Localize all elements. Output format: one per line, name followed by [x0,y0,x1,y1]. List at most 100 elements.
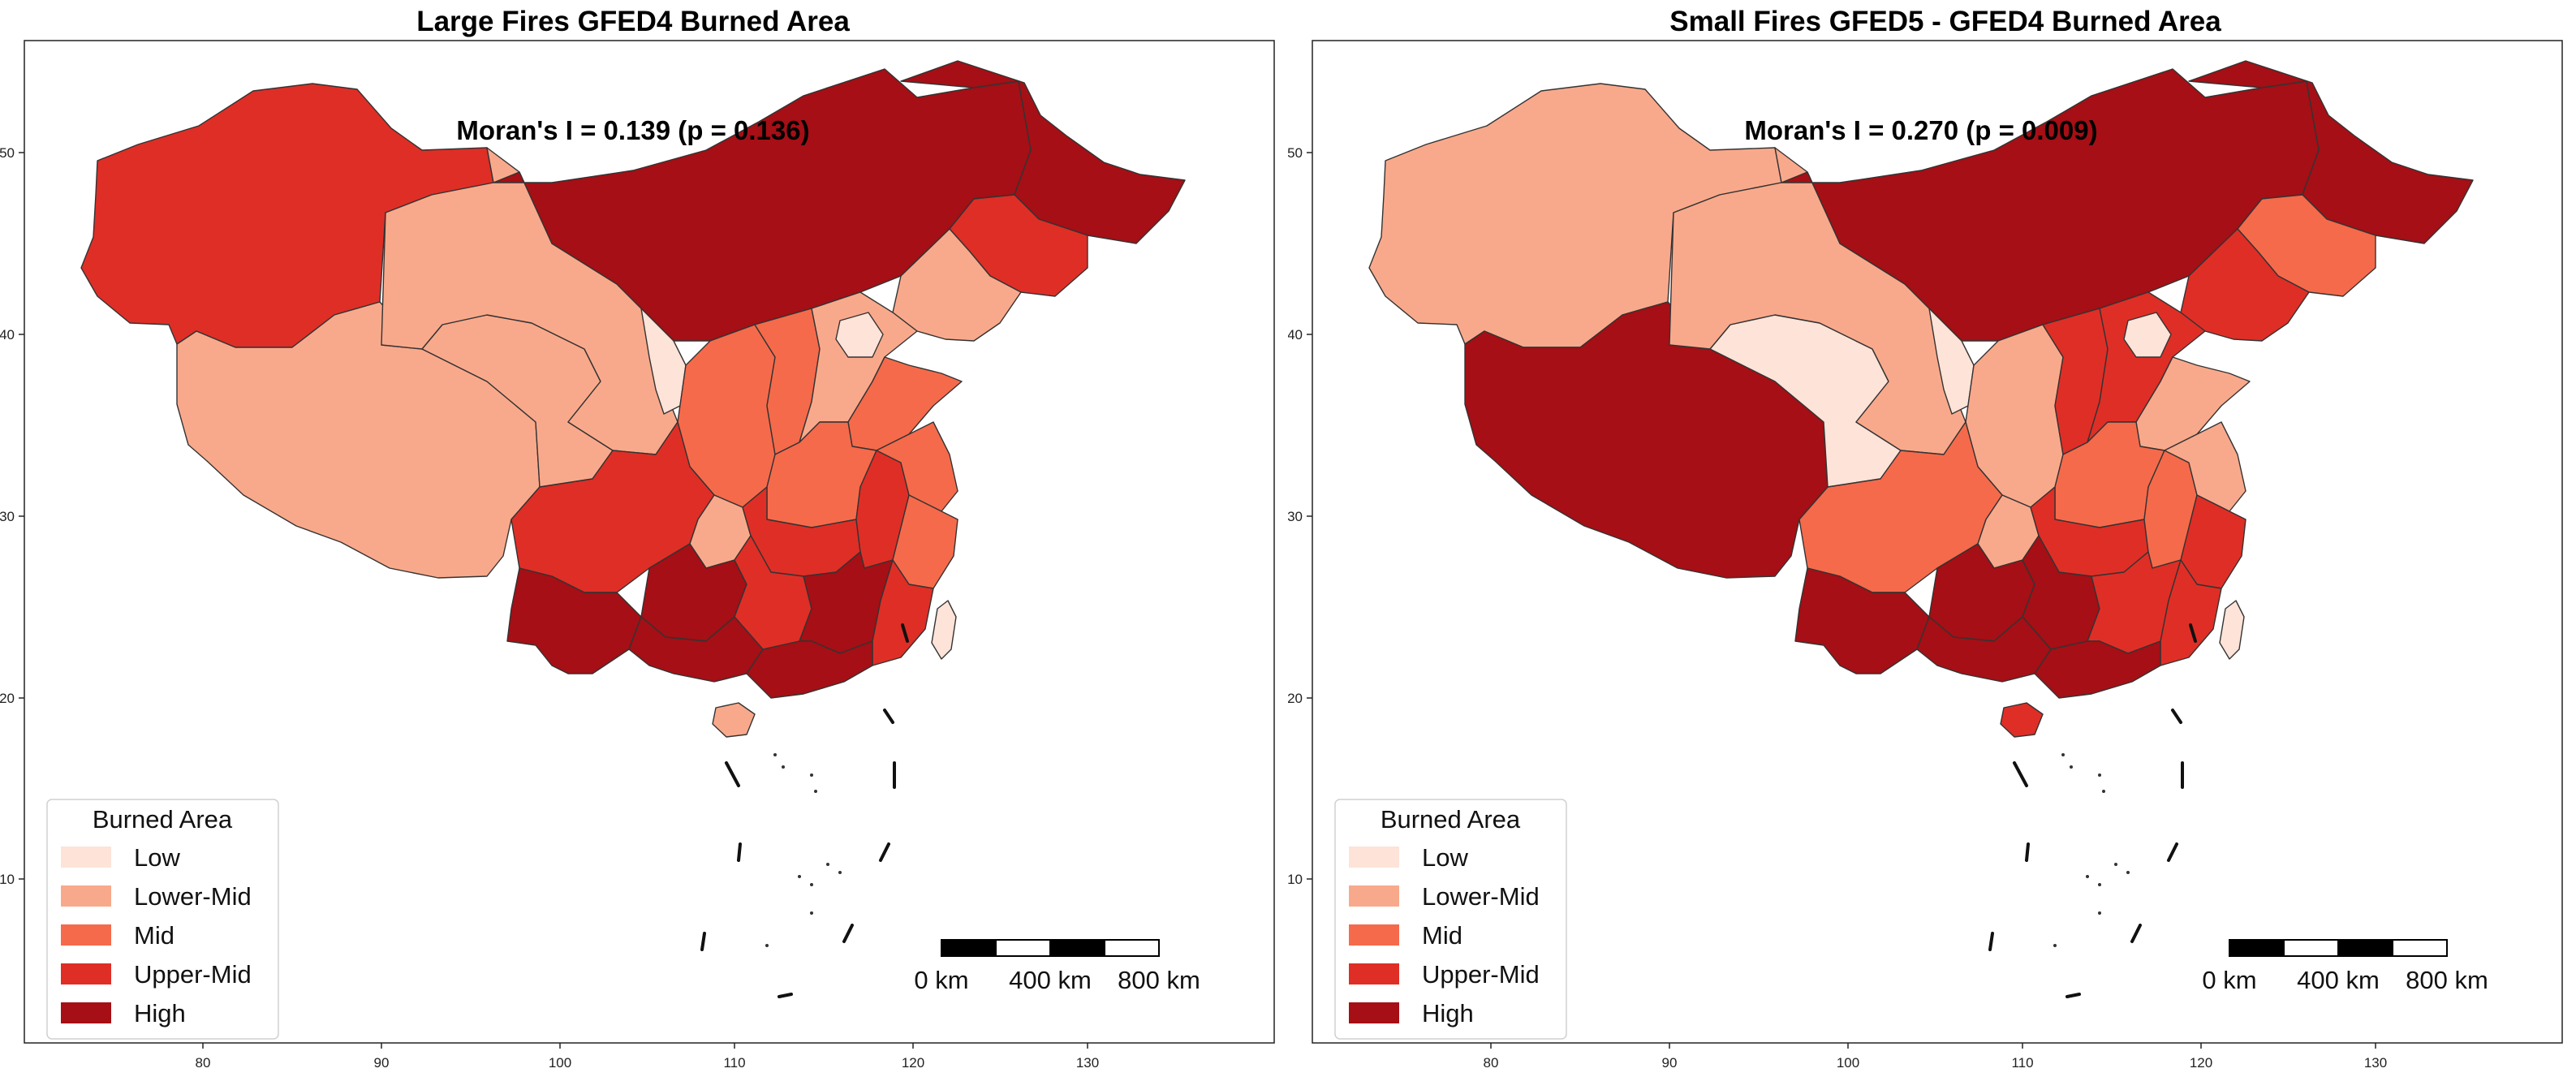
province-guangdong [746,640,873,699]
legend-swatch-upper-mid [1349,963,1399,984]
island-dot [798,875,801,878]
nine-dash-segment [2130,924,2142,943]
legend: Burned Area Low Lower-Mid Mid Upper-Mid High [1334,799,1567,1040]
y-tick-label: 50 [1288,145,1303,161]
x-tick-label: 80 [1484,1055,1499,1071]
nine-dash-segment [725,761,740,787]
legend-swatch-lower-mid [1349,885,1399,907]
y-tick-label: 50 [0,145,15,161]
province-yunnan [506,567,642,674]
nine-dash-segment [901,623,909,643]
scale-label: 800 km [1118,966,1200,994]
x-tick-label: 110 [723,1055,745,1071]
province-hainan [2000,702,2044,738]
scale-segment [2283,939,2339,957]
scale-label: 0 km [914,966,968,994]
province-taiwan [931,600,957,660]
nine-dash-segment [2066,993,2081,998]
x-tick-label: 100 [549,1055,571,1071]
plot-frame [24,40,1275,1044]
y-axis-ticks: 50 40 30 20 10 [1288,145,1312,887]
island-dot [2053,944,2057,947]
scale-segment [2337,939,2393,957]
island-dot [826,863,829,866]
scale-segment [2392,939,2448,957]
y-tick-label: 40 [1288,327,1303,343]
island-dot [2070,765,2073,769]
scale-bar: 0 km 400 km 800 km [2202,939,2488,994]
island-dot [2102,790,2105,793]
y-axis-ticks: 50 40 30 20 10 [0,145,24,887]
island-dot [2098,883,2101,886]
nine-dash-segment [2171,709,2182,724]
legend-swatch-lower-mid [61,885,111,907]
legend-swatch-low [61,847,111,868]
island-dot [773,753,777,756]
y-tick-label: 20 [0,691,15,706]
legend-swatch-high [1349,1002,1399,1023]
legend-label: Upper-Mid [134,960,252,989]
scale-segment [941,939,997,957]
island-dot [2114,863,2117,866]
x-tick-label: 90 [1662,1055,1678,1071]
x-tick-label: 110 [2011,1055,2033,1071]
x-axis-ticks: 80 90 100 110 120 130 [196,1043,1099,1071]
legend-label: Mid [1422,921,1462,950]
scale-segment [1049,939,1105,957]
nine-dash-segment [1988,932,1994,951]
province-beijing-tianjin [835,312,884,358]
x-tick-label: 90 [374,1055,390,1071]
island-dot [2061,753,2065,756]
province-tibet [176,301,541,579]
province-tibet [1464,301,1829,579]
nine-dash-segment [2025,842,2030,862]
island-dot [814,790,817,793]
nine-dash-segment [879,842,890,862]
legend-swatch-high [61,1002,111,1023]
island-dot [782,765,785,769]
province-fujian [872,559,934,666]
morans-i-annotation: Moran's I = 0.139 (p = 0.136) [456,115,809,145]
province-jiangsu [2164,421,2246,512]
province-heilongjiang [900,60,1186,244]
x-axis-ticks: 80 90 100 110 120 130 [1484,1043,2387,1071]
nine-dash-segment [737,842,742,862]
legend-label: High [1422,999,1474,1028]
map-panel-large-fires: Large Fires GFED4 Burned Area Moran's I … [0,6,1275,1071]
province-ningxia [1928,308,1975,415]
scale-label: 400 km [2297,966,2380,994]
x-tick-label: 120 [902,1055,924,1071]
legend: Burned Area Low Lower-Mid Mid Upper-Mid High [46,799,279,1040]
legend-label: Mid [134,921,174,950]
x-tick-label: 130 [1076,1055,1099,1071]
y-tick-label: 30 [0,509,15,524]
legend-title: Burned Area [93,805,233,834]
scale-segment [995,939,1051,957]
map-layer [80,60,1186,998]
legend-swatch-mid [1349,924,1399,946]
province-hainan [712,702,756,738]
map-svg-large-fires: Large Fires GFED4 Burned Area Moran's I … [0,6,1275,1071]
island-dot [810,773,813,777]
province-guangdong [2034,640,2161,699]
island-dot [838,871,842,874]
island-dot [810,911,813,915]
island-dot [765,944,769,947]
y-tick-label: 20 [1288,691,1303,706]
province-beijing-tianjin [2123,312,2172,358]
scale-segment [2229,939,2285,957]
x-tick-label: 120 [2190,1055,2212,1071]
legend-label: Low [1422,843,1468,872]
legend-swatch-mid [61,924,111,946]
province-taiwan [2219,600,2245,660]
legend-swatch-upper-mid [61,963,111,984]
nine-dash-segment [2167,842,2178,862]
y-tick-label: 10 [1288,872,1303,887]
scale-label: 800 km [2406,966,2488,994]
x-tick-label: 80 [196,1055,211,1071]
y-tick-label: 30 [1288,509,1303,524]
legend-title: Burned Area [1381,805,1521,834]
legend-label: Upper-Mid [1422,960,1540,989]
province-fujian [2160,559,2222,666]
province-jiangsu [876,421,958,512]
